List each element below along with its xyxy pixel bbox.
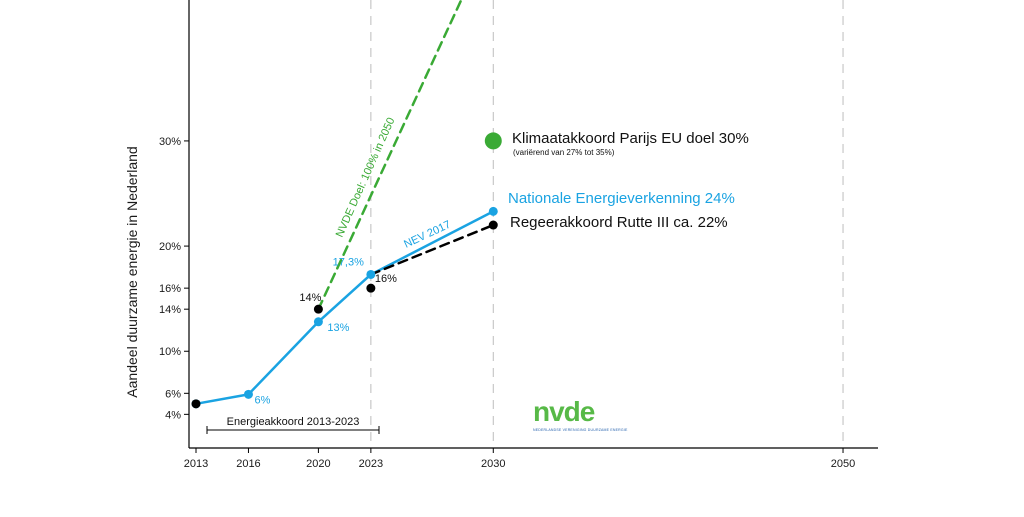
nev-point-2030 <box>488 206 498 216</box>
black-point-2020 <box>313 304 323 314</box>
y-tick-label-4: 4% <box>165 409 181 421</box>
x-tick-label-2020: 2020 <box>306 458 330 470</box>
data-labels: 6% 13% 17,3% 14% 16% <box>254 256 397 406</box>
x-tick-label-2016: 2016 <box>236 458 260 470</box>
black-point-2030 <box>488 220 498 230</box>
x-tick-label-2030: 2030 <box>481 458 505 470</box>
paris-marker <box>484 132 502 150</box>
series-line-2 <box>317 0 463 311</box>
klimaat-annotation: Klimaatakkoord Parijs EU doel 30% <box>512 130 749 147</box>
y-tick-label-16: 16% <box>159 283 181 295</box>
data-label-nev-2023: 17,3% <box>333 256 364 268</box>
data-label-nev-2020: 13% <box>327 322 349 334</box>
y-tick-label-20: 20% <box>159 241 181 253</box>
energieakkoord-label: Energieakkoord 2013-2023 <box>227 416 360 428</box>
x-tick-label-2023: 2023 <box>359 458 383 470</box>
y-tick-label-10: 10% <box>159 346 181 358</box>
klimaat-sub-annotation: (variërend van 27% tot 35%) <box>513 148 615 157</box>
nev-point-2020 <box>313 317 323 327</box>
series-line-1 <box>369 223 495 276</box>
nvde-line-label: NVDE Doel: 100% in 2050 <box>334 116 398 239</box>
x-tick-label-2013: 2013 <box>184 458 208 470</box>
nvde-logo: nvde NEDERLANDSE VERENIGING DUURZAME ENE… <box>533 396 628 432</box>
series-line-0 <box>194 210 495 406</box>
data-label-nev-2016: 6% <box>254 394 270 406</box>
y-tick-label-30: 30% <box>159 136 181 148</box>
data-label-black-2023: 16% <box>375 273 397 285</box>
black-point-2013 <box>191 399 201 409</box>
axes: 2013 2016 2020 2023 2030 2050 4% 6% 10% 14% 16% 20%… <box>159 0 878 470</box>
nev-annotation: Nationale Energieverkenning 24% <box>508 190 735 207</box>
black-point-2023 <box>366 283 376 293</box>
nvde-logo-text: nvde <box>533 396 595 427</box>
data-points <box>191 132 502 409</box>
y-tick-label-6: 6% <box>165 388 181 400</box>
y-axis-label: Aandeel duurzame energie in Nederland <box>124 146 140 397</box>
x-tick-label-2050: 2050 <box>831 458 855 470</box>
nvde-logo-subtitle: NEDERLANDSE VERENIGING DUURZAME ENERGIE <box>533 428 628 432</box>
regeer-annotation: Regeerakkoord Rutte III ca. 22% <box>510 214 728 231</box>
series-lines <box>194 0 495 406</box>
nev-point-2016 <box>243 389 253 399</box>
data-label-black-2020: 14% <box>299 292 321 304</box>
nev-point-2023 <box>366 269 376 279</box>
y-tick-label-14: 14% <box>159 304 181 316</box>
energieakkoord-bracket <box>206 426 380 434</box>
